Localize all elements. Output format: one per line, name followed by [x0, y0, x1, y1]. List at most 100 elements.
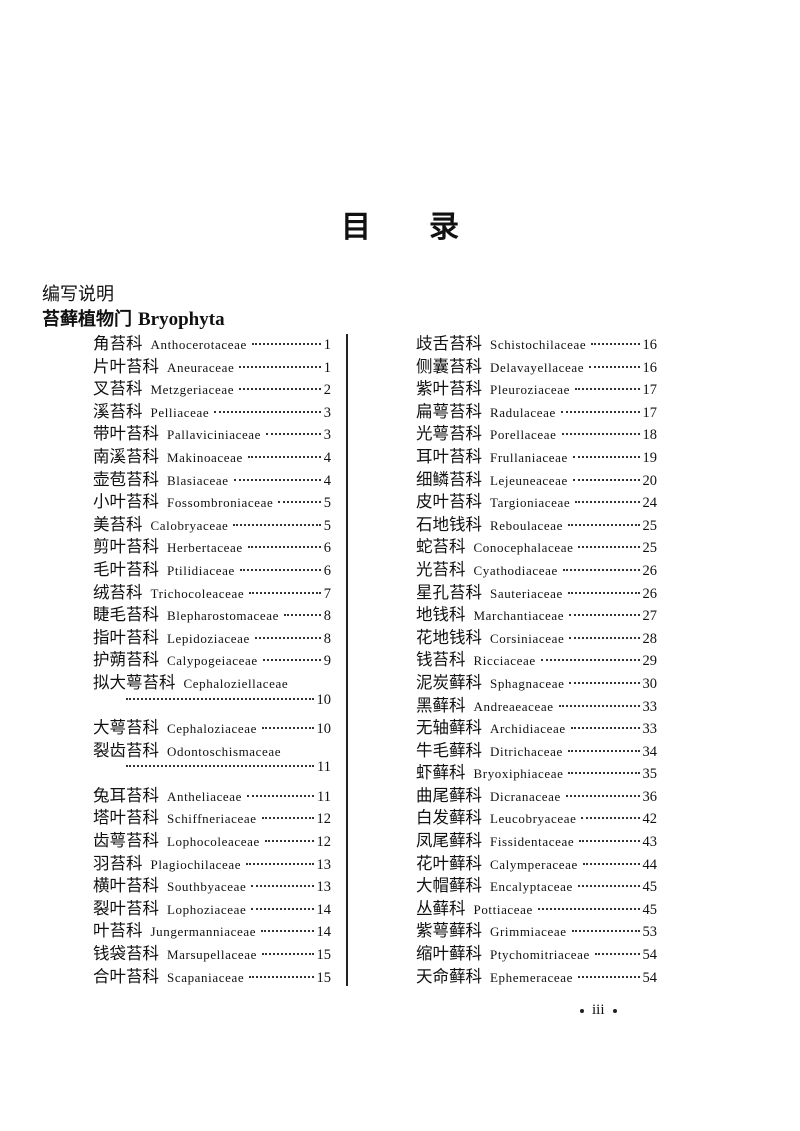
dot-leader: [239, 388, 321, 391]
toc-entry: 羽苔科 Plagiochilaceae 13: [93, 850, 331, 873]
entry-page: 9: [323, 653, 331, 670]
entry-page: 12: [316, 834, 332, 851]
entry-page: 15: [316, 947, 332, 964]
entry-latin: Leucobryaceae: [490, 811, 577, 827]
toc-entry: 细鳞苔科 Lejeuneaceae 20: [416, 466, 657, 489]
entry-latin: Jungermanniaceae: [150, 924, 257, 940]
toc-entry: 毛叶苔科 Ptilidiaceae 6: [93, 556, 331, 579]
bullet: [580, 1008, 584, 1013]
entry-chinese: 美苔科: [93, 514, 143, 534]
entry-page: 17: [642, 382, 658, 399]
toc-entry: 曲尾藓科 Dicranaceae 36: [416, 782, 657, 805]
toc-entry: 耳叶苔科 Frullaniaceae 19: [416, 443, 657, 466]
entry-chinese: 黑藓科: [416, 695, 466, 715]
dot-leader: [249, 975, 314, 978]
entry-page: 11: [317, 759, 331, 776]
entry-page: 7: [323, 585, 331, 602]
entry-chinese: 溪苔科: [93, 401, 143, 421]
entry-chinese: 蛇苔科: [416, 537, 466, 557]
entry-latin: Sauteriaceae: [490, 585, 563, 601]
entry-page: 26: [642, 562, 658, 579]
entry-chinese: 大帽藓科: [416, 876, 482, 896]
column-divider: [346, 334, 348, 986]
entry-chinese: 侧囊苔科: [416, 356, 482, 376]
bullet: [612, 1008, 617, 1013]
entry-latin: Pelliaceae: [150, 404, 210, 420]
entry-latin: Calobryaceae: [150, 517, 229, 533]
dot-leader: [565, 794, 640, 797]
toc-entry: 壶苞苔科 Blasiaceae 4: [93, 466, 331, 489]
entry-chinese: 裂齿苔科: [93, 740, 159, 760]
toc-entry: 大萼苔科 Cephaloziaceae 10: [93, 714, 331, 737]
dot-leader: [126, 765, 315, 768]
dot-leader: [571, 930, 640, 933]
entry-page: 12: [316, 811, 332, 828]
toc-entry: 星孔苔科 Sauteriaceae 26: [416, 579, 657, 602]
section-chinese: 苔藓植物门: [42, 309, 132, 330]
entry-chinese: 片叶苔科: [93, 356, 159, 376]
toc-entry: 护蒴苔科 Calypogeiaceae 9: [93, 646, 331, 669]
dot-leader: [578, 546, 640, 549]
entry-latin: Southbyaceae: [167, 879, 247, 895]
entry-chinese: 扁萼苔科: [416, 401, 482, 421]
entry-chinese: 缩叶藓科: [416, 944, 482, 964]
entry-chinese: 睫毛苔科: [93, 605, 159, 625]
toc-entry: 片叶苔科 Aneuraceae 1: [93, 353, 331, 376]
dot-leader: [567, 591, 640, 594]
dot-leader: [251, 343, 321, 345]
entry-latin: Lophocoleaceae: [167, 834, 260, 850]
entry-chinese: 凤尾藓科: [416, 831, 482, 851]
entry-page: 6: [323, 562, 331, 579]
entry-page: 4: [323, 472, 331, 489]
entry-latin: Ephemeraceae: [490, 969, 573, 985]
dot-leader: [261, 817, 314, 820]
toc-entry: 角苔科 Anthocerotaceae 1: [93, 330, 331, 353]
dot-leader: [251, 907, 314, 910]
toc-entry: 美苔科 Calobryaceae 5: [93, 511, 331, 534]
toc-entry: 无轴藓科 Archidiaceae 33: [416, 714, 657, 737]
dot-leader: [247, 794, 315, 797]
dot-leader: [581, 817, 640, 820]
entry-page: 1: [323, 359, 331, 376]
toc-entry: 光萼苔科 Porellaceae 18: [416, 420, 657, 443]
toc-entry: 小叶苔科 Fossombroniaceae 5: [93, 488, 331, 511]
entry-page: 15: [316, 969, 332, 986]
dot-leader: [247, 455, 321, 458]
toc-entry: 齿萼苔科 Lophocoleaceae 12: [93, 827, 331, 850]
entry-latin: Schiffneriaceae: [167, 811, 257, 827]
entry-chinese: 丛藓科: [416, 898, 466, 918]
entry-page: 17: [642, 404, 658, 421]
entry-chinese: 虾藓科: [416, 763, 466, 783]
entry-latin: Encalyptaceae: [490, 879, 573, 895]
dot-leader: [579, 840, 640, 843]
toc-entry: 带叶苔科 Pallaviciniaceae 3: [93, 420, 331, 443]
toc-entry: 地钱科 Marchantiaceae 27: [416, 601, 657, 624]
entry-page: 18: [642, 427, 658, 444]
entry-page: 33: [642, 698, 658, 715]
dot-leader: [589, 365, 640, 368]
dot-leader: [575, 501, 640, 504]
dot-leader: [569, 681, 640, 684]
entry-latin: Lejeuneaceae: [490, 472, 568, 488]
dot-leader: [537, 907, 640, 910]
entry-page: 44: [642, 856, 658, 873]
dot-leader: [251, 885, 314, 888]
entry-page: 25: [642, 517, 658, 534]
toc-entry: 指叶苔科 Lepidoziaceae 8: [93, 624, 331, 647]
dot-leader: [262, 659, 321, 662]
entry-latin: Andreaeaceae: [473, 698, 554, 714]
entry-page: 3: [323, 427, 331, 444]
entry-page: 11: [317, 788, 331, 805]
entry-page: 4: [323, 449, 331, 466]
entry-page: 36: [642, 788, 658, 805]
entry-chinese: 大萼苔科: [93, 718, 159, 738]
entry-page: 53: [642, 924, 658, 941]
entry-chinese: 带叶苔科: [93, 424, 159, 444]
entry-chinese: 光萼苔科: [416, 424, 482, 444]
entry-page: 25: [642, 540, 658, 557]
toc-entry: 剪叶苔科 Herbertaceae 6: [93, 533, 331, 556]
entry-page: 24: [642, 495, 658, 512]
entry-latin: Ditrichaceae: [490, 743, 563, 759]
entry-page: 10: [316, 691, 332, 708]
toc-entry: 拟大萼苔科 Cephaloziellaceae: [93, 669, 331, 692]
